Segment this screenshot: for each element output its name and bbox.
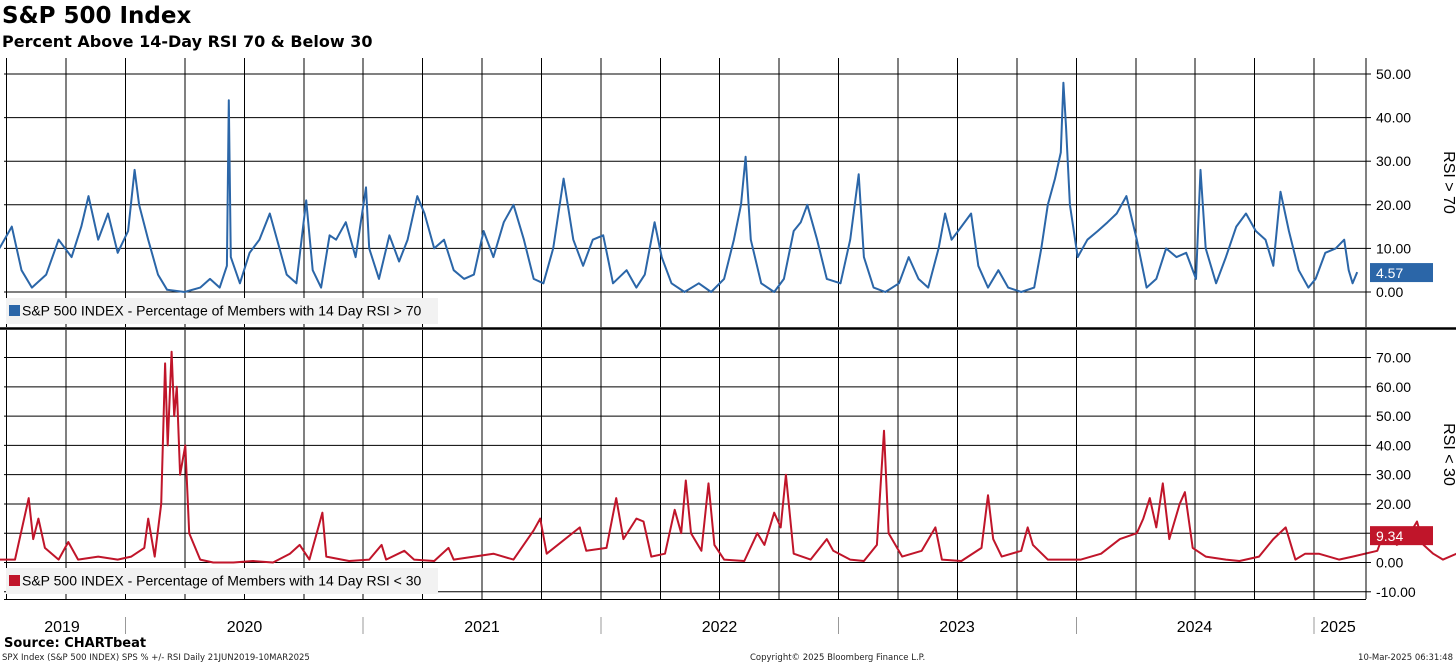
chart-subtitle: Percent Above 14-Day RSI 70 & Below 30 [2, 32, 373, 51]
y-axis-title: RSI < 30 [1440, 423, 1456, 486]
footer-copyright: Copyright© 2025 Bloomberg Finance L.P. [750, 653, 926, 663]
y-tick-label: 30.00 [1376, 153, 1411, 169]
series-line-rsi-below-30 [0, 350, 1456, 564]
y-tick-label: 0.00 [1376, 284, 1403, 300]
chart-title: S&P 500 Index [2, 3, 192, 29]
legend-swatch [9, 575, 20, 586]
bottom-panel [0, 350, 1456, 564]
x-year-label: 2021 [464, 619, 500, 636]
footer-timestamp: 10-Mar-2025 06:31:48 [1358, 653, 1453, 663]
y-tick-label: 0.00 [1376, 555, 1403, 571]
last-value-label: 4.57 [1376, 265, 1403, 281]
top-panel [0, 81, 1359, 293]
grid-layer [4, 58, 1366, 599]
legend-box [6, 568, 438, 594]
series-line-rsi-above-70 [0, 81, 1359, 293]
y-tick-label: 50.00 [1376, 66, 1411, 82]
legend-swatch [9, 305, 20, 316]
y-tick-label: 20.00 [1376, 496, 1411, 512]
legend-layer: S&P 500 INDEX - Percentage of Members wi… [6, 298, 438, 594]
legend-label: S&P 500 INDEX - Percentage of Members wi… [22, 303, 422, 319]
source-note: Source: CHARTbeat [4, 636, 147, 651]
y-tick-label: -10.00 [1376, 584, 1416, 600]
x-year-label: 2019 [44, 619, 80, 636]
y-tick-label: 50.00 [1376, 408, 1411, 424]
frame-layer [0, 58, 1456, 600]
x-year-label: 2025 [1320, 619, 1356, 636]
y-tick-label: 60.00 [1376, 379, 1411, 395]
legend-label: S&P 500 INDEX - Percentage of Members wi… [22, 573, 422, 589]
x-year-label: 2024 [1177, 619, 1213, 636]
x-year-label: 2022 [702, 619, 738, 636]
x-year-label: 2020 [227, 619, 263, 636]
x-year-label: 2023 [939, 619, 975, 636]
last-value-label: 9.34 [1376, 528, 1403, 544]
y-tick-label: 40.00 [1376, 110, 1411, 126]
last-value-badge [1370, 263, 1433, 283]
y-tick-label: 10.00 [1376, 240, 1411, 256]
y-tick-label: 20.00 [1376, 197, 1411, 213]
legend-box [6, 298, 438, 324]
y-tick-label: 30.00 [1376, 467, 1411, 483]
footer-series-info: SPX Index (S&P 500 INDEX) SPS % +/- RSI … [2, 653, 310, 663]
y-tick-label: 70.00 [1376, 350, 1411, 366]
y-tick-label: 40.00 [1376, 437, 1411, 453]
x-axis: 2019 2020 2021 2022 2023 2024 2025 [44, 617, 1356, 636]
last-value-badge [1370, 526, 1433, 546]
y-axis-title: RSI > 70 [1440, 151, 1456, 214]
axis-labels-layer: 0.00 10.00 20.00 30.00 40.00 50.00 RSI > 70 4.5… [1366, 66, 1456, 600]
